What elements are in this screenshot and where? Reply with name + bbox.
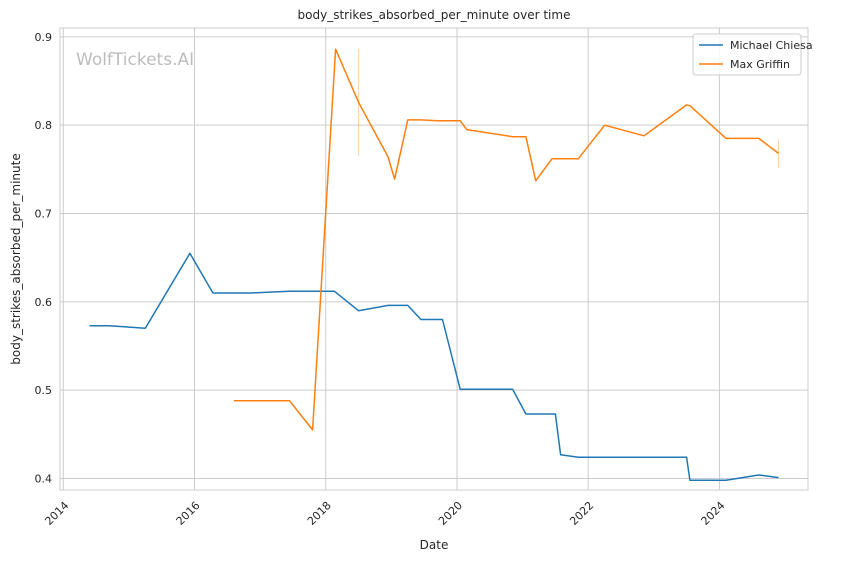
y-tick-label: 0.8 [35, 119, 53, 132]
series-line-0 [89, 252, 779, 482]
y-tick-label: 0.7 [35, 208, 53, 221]
y-tick-label: 0.6 [35, 296, 53, 309]
legend-label: Max Griffin [730, 58, 790, 71]
legend-label: Michael Chiesa [730, 39, 813, 52]
watermark-text: WolfTickets.AI [76, 50, 194, 70]
chart-title: body_strikes_absorbed_per_minute over ti… [298, 8, 571, 22]
y-tick-label: 0.5 [35, 384, 53, 397]
gridlines [60, 28, 808, 490]
error-bars [358, 49, 779, 168]
series-lines [89, 48, 779, 482]
x-axis-label: Date [420, 538, 449, 552]
legend: Michael Chiesa Max Griffin [692, 33, 813, 76]
y-axis-label: body_strikes_absorbed_per_minute [9, 153, 23, 364]
y-axis-ticks: 0.4 0.5 0.6 0.7 0.8 0.9 [35, 31, 53, 486]
series-line-1 [233, 48, 779, 431]
plot-area-frame [59, 27, 809, 491]
y-tick-label: 0.4 [35, 473, 53, 486]
y-tick-label: 0.9 [35, 31, 53, 44]
